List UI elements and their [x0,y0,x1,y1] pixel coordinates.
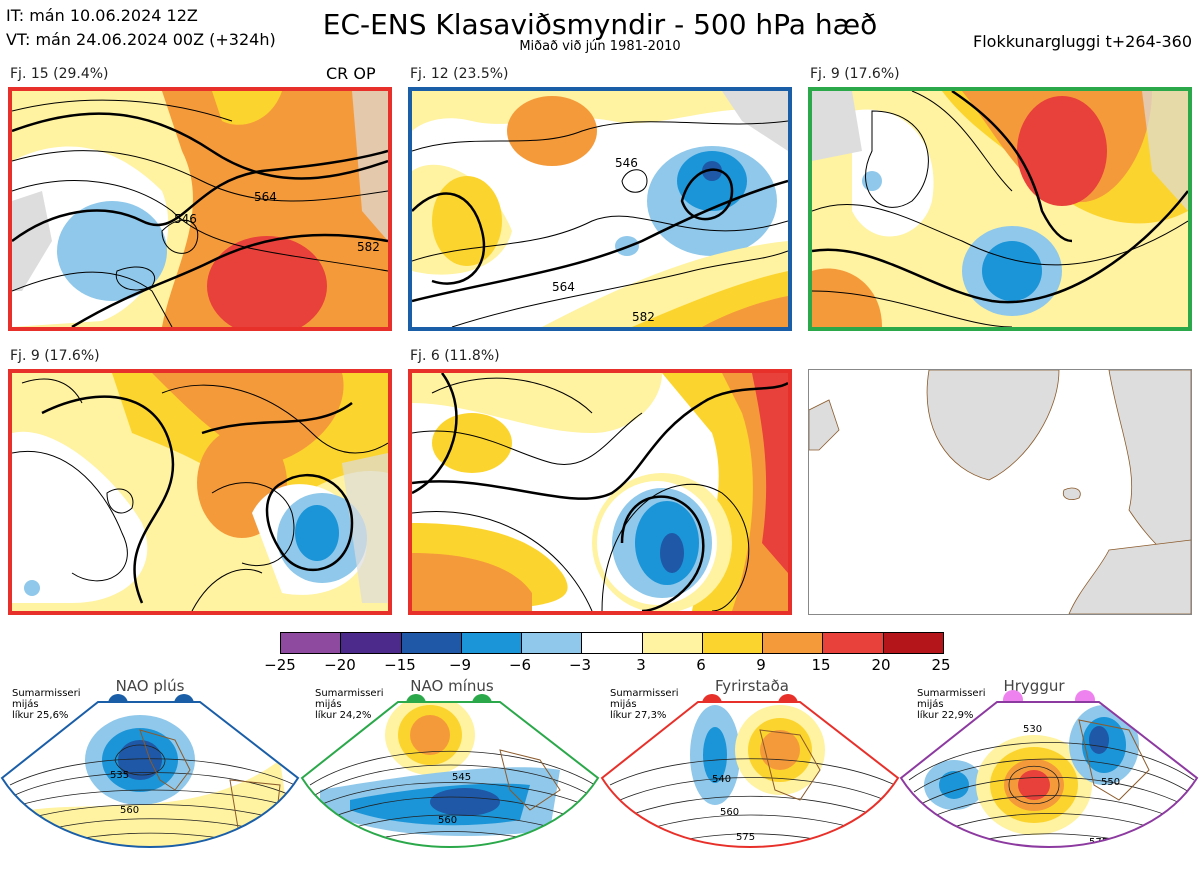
panel-5-label: Fj. 6 (11.8%) [410,348,500,364]
colorbar-segment [763,633,824,653]
colorbar-segment [461,633,523,653]
cluster-map-5 [408,369,792,615]
valid-time: VT: mán 24.06.2024 00Z (+324h) [6,30,276,49]
contour-label-546: 546 [615,156,638,170]
cluster-map-4 [8,369,392,615]
colorbar-tick: 15 [811,656,831,674]
colorbar-segment [281,633,342,653]
regime-1-map: 535 560 [0,701,300,848]
regime-3-label: 540 [712,774,731,785]
panel-1-crop-label: CR OP [326,64,376,83]
colorbar-tick: −15 [384,656,416,674]
regime-2-map: 545 560 575 [300,701,600,861]
colorbar-tick: −20 [324,656,356,674]
regime-3-label: 560 [720,807,739,818]
panel-2-label: Fj. 12 (23.5%) [410,66,509,82]
colorbar-segment [582,633,643,653]
colorbar-segment [702,633,764,653]
regime-1-season: Sumarmisseri mijás líkur 25,6% [12,688,81,721]
contour-label-564: 564 [254,190,277,204]
colorbar-tick: 6 [696,656,706,674]
page-title: EC-ENS Klasaviðsmyndir - 500 hPa hæð [322,8,878,41]
regime-4-season: Sumarmisseri mijás líkur 22,9% [917,688,986,721]
init-time: IT: mán 10.06.2024 12Z [6,6,198,25]
cluster-map-2: 546 564 582 [408,87,792,331]
colorbar-segment [642,633,703,653]
panel-1-label: Fj. 15 (29.4%) [10,66,109,82]
colorbar-segment [401,633,462,653]
regime-1-title: NAO plús [115,677,185,695]
cluster-map-3 [808,87,1192,331]
regime-3-title: Fyrirstaða [715,677,789,695]
contour-label-564: 564 [552,280,575,294]
colorbar-segment [883,633,943,653]
cluster-map-1: 546 564 582 [8,87,392,331]
colorbar-tick: −3 [568,656,592,674]
colorbar-tick: −9 [448,656,472,674]
regime-4-title: Hryggur [1003,677,1065,695]
panel-3-label: Fj. 9 (17.6%) [810,66,900,82]
classification-window: Flokkunargluggi t+264-360 [973,32,1192,51]
regime-3-season: Sumarmisseri mijás líkur 27,3% [610,688,679,721]
colorbar-segment [522,633,583,653]
regime-4-label: 530 [1023,724,1042,735]
page-subtitle: Miðað við jún 1981-2010 [519,39,681,54]
colorbar [280,632,944,654]
regime-4-label: 550 [1101,777,1120,788]
colorbar-tick: −25 [264,656,296,674]
regime-2-title: NAO mínus [410,677,494,695]
regime-4-map: 530 550 575 [899,701,1199,848]
regime-2-label: 575 [446,850,465,861]
colorbar-tick: 3 [636,656,646,674]
regime-3-map: 540 560 575 [600,701,900,848]
regime-2-season: Sumarmisseri mijás líkur 24,2% [315,688,384,721]
reference-map [808,369,1192,615]
colorbar-tick: 9 [756,656,766,674]
colorbar-segment [823,633,884,653]
regime-1-label: 535 [110,770,129,781]
regime-2-label: 560 [438,815,457,826]
colorbar-segment [341,633,402,653]
regime-3-label: 575 [736,832,755,843]
panel-4-label: Fj. 9 (17.6%) [10,348,100,364]
colorbar-tick: −6 [508,656,532,674]
colorbar-tick: 20 [871,656,891,674]
regime-2-label: 545 [452,772,471,783]
contour-label-546: 546 [174,212,197,226]
regime-1-label: 560 [120,805,139,816]
contour-label-582: 582 [357,240,380,254]
colorbar-tick: 25 [931,656,951,674]
contour-label-582: 582 [632,310,655,324]
